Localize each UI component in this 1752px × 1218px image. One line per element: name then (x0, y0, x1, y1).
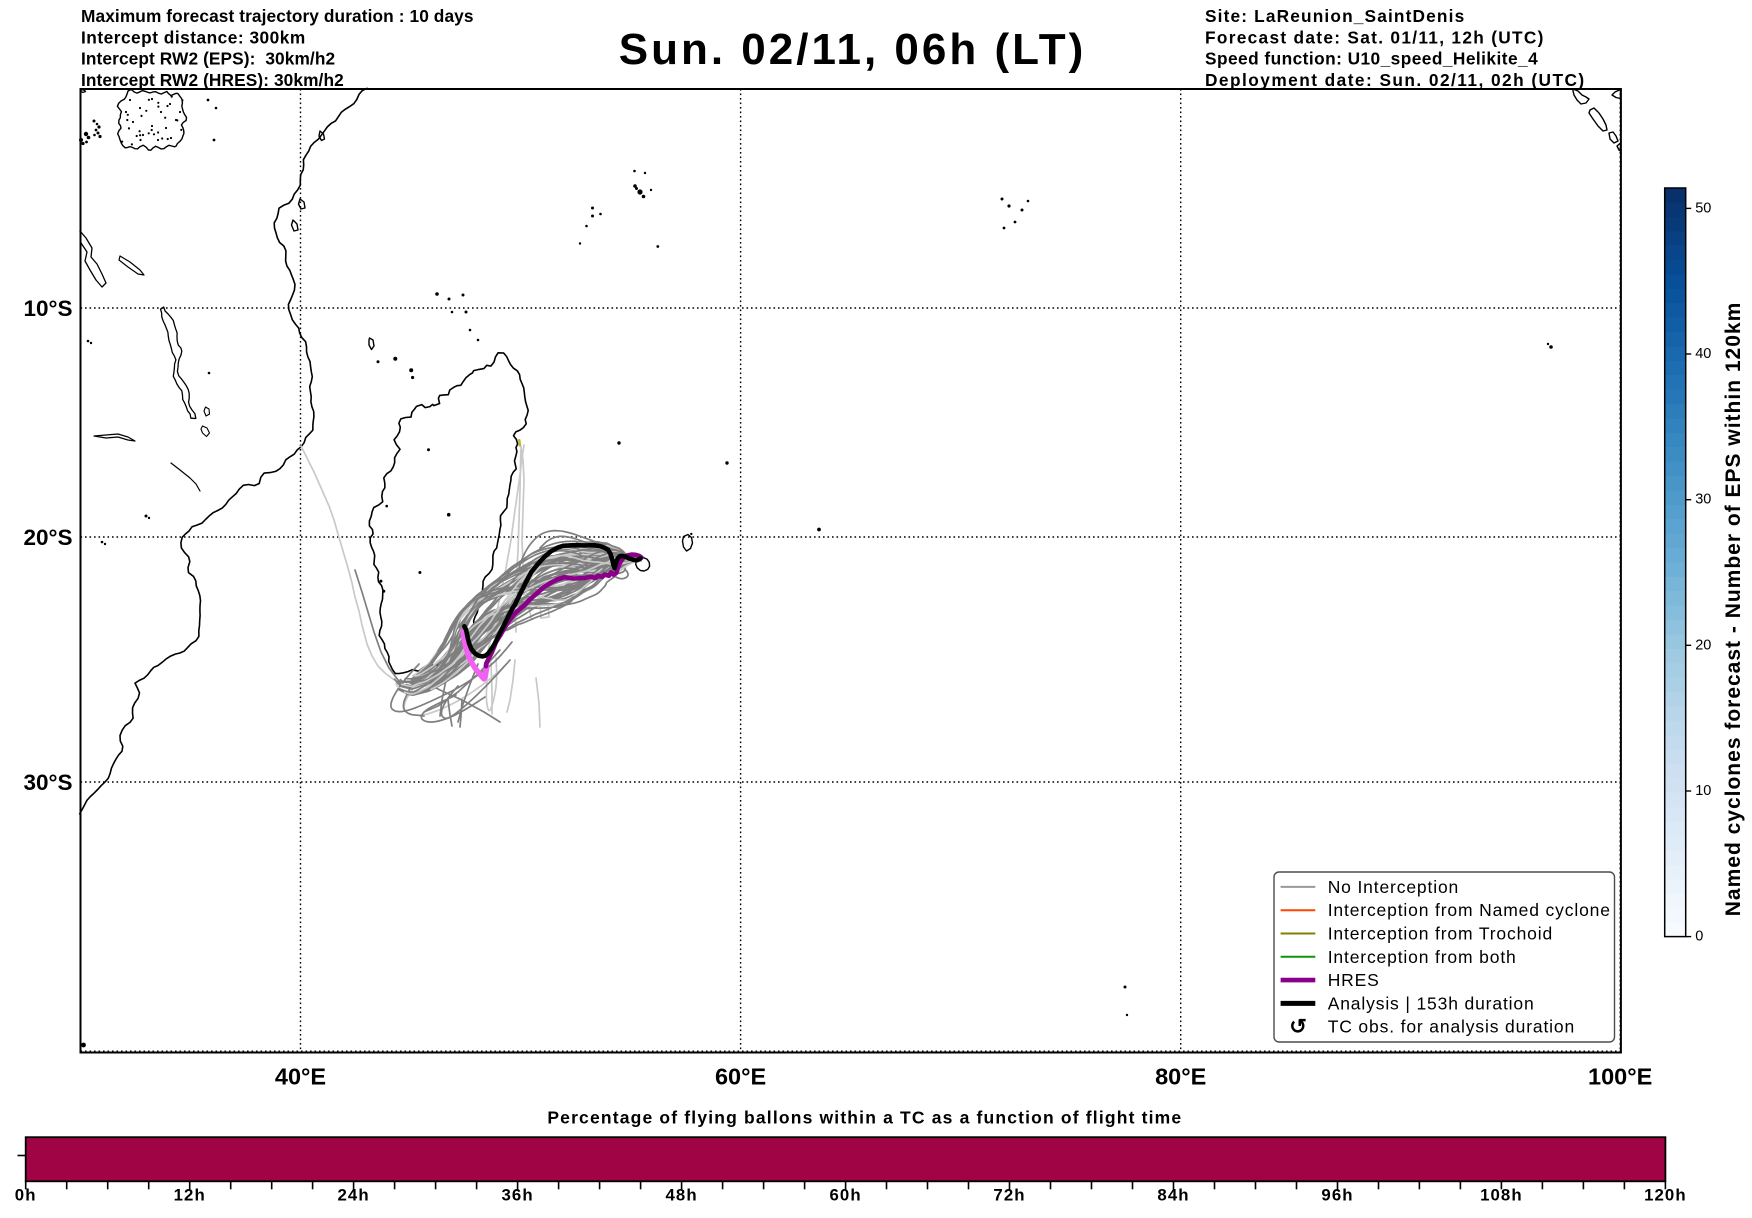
svg-text:Named cyclones forecast - Numb: Named cyclones forecast - Number of EPS … (1722, 302, 1745, 917)
svg-text:10: 10 (1695, 783, 1711, 799)
svg-text:HRES: HRES (1328, 970, 1380, 990)
svg-text:20: 20 (1695, 637, 1711, 653)
svg-text:Analysis | 153h duration: Analysis | 153h duration (1328, 993, 1535, 1013)
svg-text:Forecast date: Sat. 01/11, 12h: Forecast date: Sat. 01/11, 12h (UTC) (1205, 27, 1545, 47)
svg-text:TC obs. for analysis duration: TC obs. for analysis duration (1328, 1017, 1575, 1037)
svg-text:No Interception: No Interception (1328, 877, 1459, 897)
svg-text:40°E: 40°E (275, 1064, 326, 1090)
svg-text:Maximum forecast trajectory du: Maximum forecast trajectory duration : 1… (81, 6, 474, 26)
svg-text:20°S: 20°S (23, 525, 72, 550)
svg-text:Site: LaReunion_SaintDenis: Site: LaReunion_SaintDenis (1205, 6, 1465, 26)
svg-text:Intercept RW2 (EPS): 30km/h2: Intercept RW2 (EPS): 30km/h2 (81, 49, 335, 69)
svg-text:12h: 12h (174, 1186, 206, 1205)
svg-text:↺: ↺ (1289, 1016, 1307, 1039)
svg-text:60°E: 60°E (715, 1064, 766, 1090)
svg-text:96h: 96h (1321, 1186, 1353, 1205)
svg-text:Deployment date: Sun. 02/11, 0: Deployment date: Sun. 02/11, 02h (UTC) (1205, 70, 1586, 90)
svg-text:48h: 48h (665, 1186, 697, 1205)
svg-text:Intercept RW2 (HRES): 30km/h2: Intercept RW2 (HRES): 30km/h2 (81, 70, 344, 90)
svg-text:108h: 108h (1480, 1186, 1523, 1205)
svg-text:Sun. 02/11, 06h (LT): Sun. 02/11, 06h (LT) (619, 25, 1087, 74)
svg-text:0: 0 (1695, 929, 1703, 945)
svg-text:72h: 72h (993, 1186, 1025, 1205)
svg-text:Speed function: U10_speed_Heli: Speed function: U10_speed_Helikite_4 (1205, 49, 1538, 69)
svg-text:Interception from Named cyclon: Interception from Named cyclone (1328, 900, 1611, 920)
svg-text:Interception from Trochoid: Interception from Trochoid (1328, 924, 1553, 944)
svg-text:10°S: 10°S (23, 296, 72, 321)
svg-text:0h: 0h (15, 1186, 37, 1205)
svg-text:Percentage of flying ballons w: Percentage of flying ballons within a TC… (547, 1108, 1182, 1128)
svg-text:36h: 36h (501, 1186, 533, 1205)
svg-text:Interception from both: Interception from both (1328, 947, 1517, 967)
svg-text:40: 40 (1695, 346, 1711, 362)
svg-text:84h: 84h (1157, 1186, 1189, 1205)
svg-text:24h: 24h (337, 1186, 369, 1205)
svg-text:100°E: 100°E (1588, 1064, 1652, 1090)
svg-text:120h: 120h (1644, 1186, 1687, 1205)
svg-text:60h: 60h (829, 1186, 861, 1205)
svg-text:30: 30 (1695, 492, 1711, 508)
svg-text:50: 50 (1695, 200, 1711, 216)
svg-text:Intercept distance: 300km: Intercept distance: 300km (81, 27, 306, 47)
svg-text:80°E: 80°E (1155, 1064, 1206, 1090)
svg-text:30°S: 30°S (23, 770, 72, 795)
